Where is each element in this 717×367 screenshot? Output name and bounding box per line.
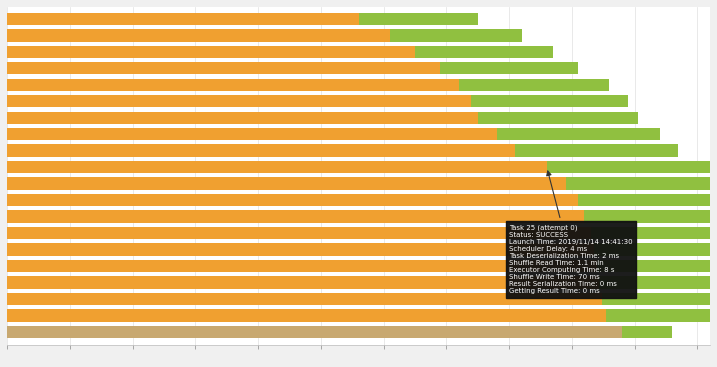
Bar <box>440 62 578 75</box>
Bar <box>7 177 566 190</box>
Bar <box>7 13 358 25</box>
Bar <box>594 243 717 256</box>
Bar <box>7 62 440 75</box>
Bar <box>7 326 622 338</box>
Bar <box>591 227 717 239</box>
Bar <box>7 161 546 173</box>
Bar <box>546 161 710 173</box>
Bar <box>7 112 478 124</box>
Bar <box>7 293 602 305</box>
Bar <box>516 145 678 157</box>
Bar <box>578 194 717 206</box>
Bar <box>566 177 717 190</box>
Bar <box>7 95 472 108</box>
Bar <box>472 95 628 108</box>
Bar <box>597 260 717 272</box>
Bar <box>602 293 717 305</box>
Bar <box>599 276 717 288</box>
Bar <box>7 243 594 256</box>
Bar <box>7 128 496 140</box>
Bar <box>496 128 660 140</box>
Bar <box>459 79 609 91</box>
Bar <box>415 46 553 58</box>
Bar <box>478 112 638 124</box>
Bar <box>7 309 606 321</box>
Bar <box>390 29 522 41</box>
Bar <box>7 227 591 239</box>
Bar <box>7 194 578 206</box>
Text: Task 25 (attempt 0)
Status: SUCCESS
Launch Time: 2019/11/14 14:41:30
Scheduler D: Task 25 (attempt 0) Status: SUCCESS Laun… <box>509 171 632 294</box>
Text: / 10.134.253.142: / 10.134.253.142 <box>7 0 79 1</box>
Bar <box>7 210 584 223</box>
Bar <box>7 276 599 288</box>
Bar <box>7 29 390 41</box>
Bar <box>606 309 717 321</box>
Bar <box>7 79 459 91</box>
Bar <box>7 46 415 58</box>
Bar <box>7 260 597 272</box>
Bar <box>7 145 516 157</box>
Bar <box>584 210 717 223</box>
Bar <box>622 326 673 338</box>
Bar <box>358 13 478 25</box>
